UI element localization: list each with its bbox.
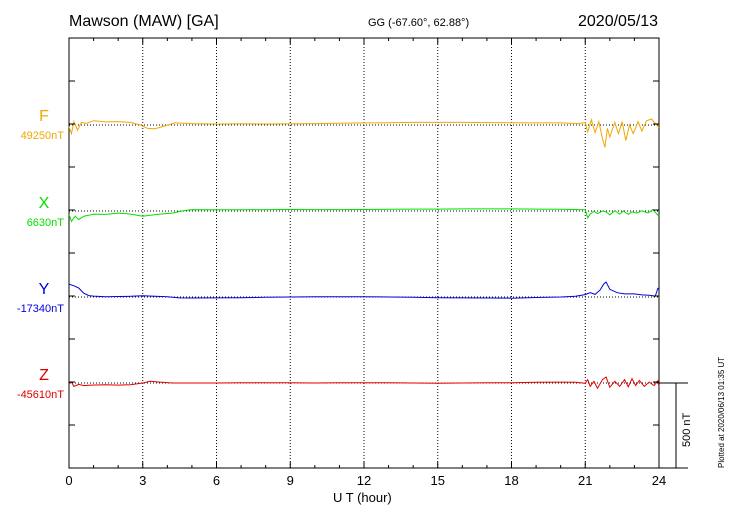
- series-x: [68, 208, 660, 223]
- component-name-z: Z: [39, 367, 49, 384]
- component-name-y: Y: [38, 281, 50, 298]
- baseline-value-z: -45610nT: [16, 389, 64, 401]
- component-name-f: F: [39, 108, 49, 125]
- x-tick-label: 18: [504, 473, 519, 488]
- component-name-x: X: [38, 195, 50, 212]
- x-tick-label: 9: [286, 473, 294, 488]
- x-tick-label: 0: [65, 473, 73, 488]
- series-y: [68, 281, 660, 299]
- baseline-value-x: 6630nT: [26, 217, 64, 229]
- x-tick-label: 3: [139, 473, 147, 488]
- x-tick-label: 12: [356, 473, 372, 488]
- plot-date: 2020/05/13: [578, 13, 659, 30]
- series-z: [68, 376, 660, 390]
- scale-bar: [659, 382, 688, 469]
- station-title: Mawson (MAW) [GA]: [69, 13, 219, 30]
- grid-lines: [142, 38, 586, 468]
- y-axis-ticks: [69, 80, 659, 426]
- baseline-value-y: -17340nT: [16, 303, 64, 315]
- station-coordinates: GG (-67.60°, 62.88°): [368, 17, 470, 29]
- x-tick-label: 6: [212, 473, 221, 488]
- plot-frame: [68, 37, 660, 469]
- plotted-timestamp: Plotted at 2020/06/13 01:35 UT: [717, 356, 726, 468]
- x-tick-label: 15: [430, 473, 445, 488]
- series-f: [68, 118, 660, 148]
- x-tick-label: 24: [651, 473, 667, 488]
- x-axis-ticks: [68, 38, 660, 468]
- baseline-value-f: 49250nT: [20, 130, 64, 142]
- scale-bar-label: 500 nT: [681, 412, 693, 447]
- x-tick-label: 21: [578, 473, 593, 488]
- series-traces: [68, 118, 660, 390]
- x-axis-title: U T (hour): [333, 490, 392, 505]
